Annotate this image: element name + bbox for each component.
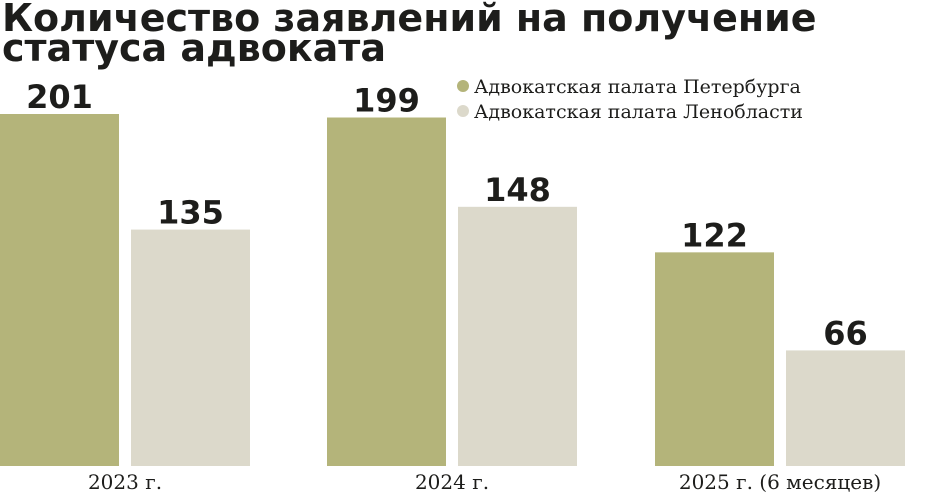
legend-marker-series-1 [457, 80, 469, 92]
bar-1-series-2 [131, 229, 250, 466]
bar-1-series-1 [0, 114, 119, 466]
value-label-2-series-2: 148 [484, 171, 551, 209]
legend: Адвокатская палата Петербурга Адвокатска… [457, 76, 803, 123]
category-label-1: 2023 г. [88, 470, 162, 494]
value-label-3-series-2: 66 [823, 314, 868, 352]
bar-3-series-2 [786, 350, 905, 466]
bar-2-series-2 [458, 206, 577, 466]
value-label-1-series-2: 135 [157, 194, 224, 232]
bar-2-series-1 [327, 117, 446, 466]
category-label-3: 2025 г. (6 месяцев) [679, 470, 881, 494]
bar-3-series-1 [655, 252, 774, 466]
value-label-2-series-1: 199 [353, 82, 420, 120]
legend-label-series-1: Адвокатская палата Петербурга [474, 76, 801, 98]
chart-title-line-1: Количество заявлений на получение [2, 0, 817, 40]
legend-label-series-2: Адвокатская палата Ленобласти [474, 101, 803, 123]
legend-marker-series-2 [457, 105, 469, 117]
value-label-3-series-1: 122 [681, 216, 748, 254]
value-label-1-series-1: 201 [26, 78, 93, 116]
bars-layer: 201 135 2023 г. 199 148 2024 г. 122 66 2025 г. (… [0, 78, 905, 494]
chart-title-line-2: статуса адвоката [2, 26, 386, 70]
category-label-2: 2024 г. [415, 470, 489, 494]
